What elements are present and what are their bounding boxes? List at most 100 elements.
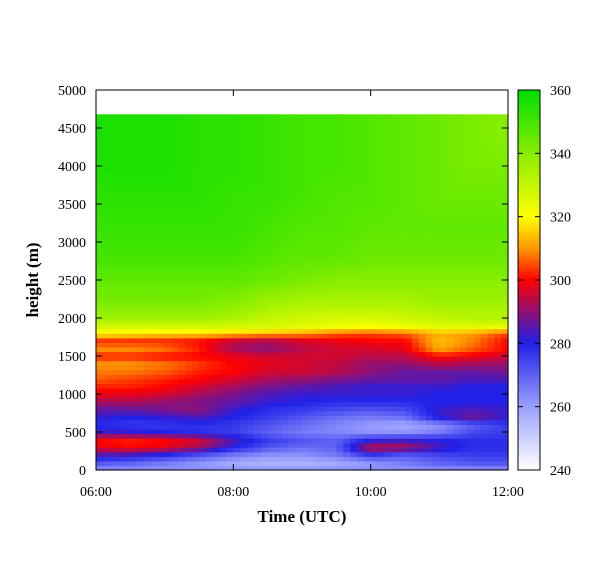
heatmap-cell xyxy=(329,260,337,266)
heatmap-cell xyxy=(192,278,200,284)
heatmap-cell xyxy=(226,232,234,239)
heatmap-cell xyxy=(501,346,509,353)
heatmap-cell xyxy=(123,351,131,357)
heatmap-cell xyxy=(384,296,392,302)
heatmap-cell xyxy=(377,301,385,307)
heatmap-cell xyxy=(157,182,166,188)
heatmap-cell xyxy=(356,242,365,248)
heatmap-cell xyxy=(302,415,310,421)
heatmap-cell xyxy=(247,169,255,175)
heatmap-cell xyxy=(247,146,255,152)
heatmap-cell xyxy=(199,214,207,220)
heatmap-cell xyxy=(260,383,269,389)
heatmap-cell xyxy=(446,205,454,211)
heatmap-cell xyxy=(356,415,365,421)
heatmap-cell xyxy=(343,351,351,357)
heatmap-cell xyxy=(501,438,509,444)
heatmap-cell xyxy=(398,237,406,243)
heatmap-cell xyxy=(405,314,413,321)
heatmap-cell xyxy=(501,365,509,371)
heatmap-cell xyxy=(432,196,440,202)
heatmap-cell xyxy=(308,374,317,380)
heatmap-cell xyxy=(405,442,413,448)
heatmap-cell xyxy=(350,296,358,302)
heatmap-cell xyxy=(178,114,186,120)
heatmap-cell xyxy=(102,251,111,257)
heatmap-cell xyxy=(247,273,255,280)
heatmap-cell xyxy=(473,187,482,193)
heatmap-cell xyxy=(171,169,179,175)
heatmap-cell xyxy=(150,200,159,207)
heatmap-cell xyxy=(185,214,193,220)
heatmap-cell xyxy=(370,137,379,143)
heatmap-cell xyxy=(439,155,447,161)
heatmap-cell xyxy=(150,460,159,467)
heatmap-cell xyxy=(308,164,317,170)
heatmap-cell xyxy=(501,342,509,348)
heatmap-cell xyxy=(384,324,392,330)
heatmap-cell xyxy=(219,356,228,362)
heatmap-cell xyxy=(247,305,255,311)
heatmap-cell xyxy=(185,397,193,403)
heatmap-cell xyxy=(267,378,276,384)
heatmap-cell xyxy=(171,159,179,166)
heatmap-cell xyxy=(233,337,241,343)
heatmap-cell xyxy=(384,438,392,444)
heatmap-cell xyxy=(164,465,173,471)
heatmap-cell xyxy=(370,278,379,284)
heatmap-cell xyxy=(384,401,392,407)
heatmap-cell xyxy=(267,178,276,184)
heatmap-cell xyxy=(494,178,502,184)
heatmap-cell xyxy=(501,369,509,375)
heatmap-cell xyxy=(494,191,502,197)
heatmap-cell xyxy=(446,365,454,371)
heatmap-cell xyxy=(494,278,502,284)
heatmap-cell xyxy=(150,305,159,311)
heatmap-cell xyxy=(157,132,166,138)
heatmap-cell xyxy=(350,346,358,353)
heatmap-cell xyxy=(398,296,406,302)
heatmap-cell xyxy=(356,287,365,293)
heatmap-cell xyxy=(260,442,269,448)
heatmap-cell xyxy=(157,314,166,321)
heatmap-cell xyxy=(350,173,358,179)
heatmap-cell xyxy=(274,346,282,353)
heatmap-cell xyxy=(247,264,255,270)
heatmap-cell xyxy=(219,269,228,275)
heatmap-cell xyxy=(308,360,317,366)
heatmap-cell xyxy=(459,146,468,152)
heatmap-cell xyxy=(171,356,179,362)
heatmap-cell xyxy=(192,310,200,316)
heatmap-cell xyxy=(315,356,324,362)
heatmap-cell xyxy=(226,324,234,330)
heatmap-cell xyxy=(144,442,152,448)
heatmap-cell xyxy=(164,114,173,120)
heatmap-cell xyxy=(226,383,234,389)
heatmap-cell xyxy=(459,438,468,444)
heatmap-cell xyxy=(267,406,276,412)
heatmap-cell xyxy=(405,342,413,348)
heatmap-cell xyxy=(219,369,228,375)
heatmap-cell xyxy=(178,387,186,394)
heatmap-cell xyxy=(137,333,145,339)
heatmap-cell xyxy=(384,337,392,343)
heatmap-cell xyxy=(487,155,495,161)
heatmap-cell xyxy=(157,273,166,280)
heatmap-cell xyxy=(205,159,214,166)
heatmap-cell xyxy=(494,223,502,229)
heatmap-cell xyxy=(459,141,468,147)
heatmap-cell xyxy=(96,333,104,339)
heatmap-cell xyxy=(453,205,461,211)
heatmap-cell xyxy=(308,305,317,311)
heatmap-cell xyxy=(356,456,365,462)
heatmap-cell xyxy=(302,365,310,371)
heatmap-cell xyxy=(322,392,331,398)
heatmap-cell xyxy=(329,269,337,275)
heatmap-cell xyxy=(459,114,468,120)
heatmap-cell xyxy=(315,159,324,166)
heatmap-cell xyxy=(350,456,358,462)
heatmap-cell xyxy=(267,319,276,325)
heatmap-cell xyxy=(453,356,461,362)
heatmap-cell xyxy=(288,128,296,134)
heatmap-cell xyxy=(137,251,145,257)
